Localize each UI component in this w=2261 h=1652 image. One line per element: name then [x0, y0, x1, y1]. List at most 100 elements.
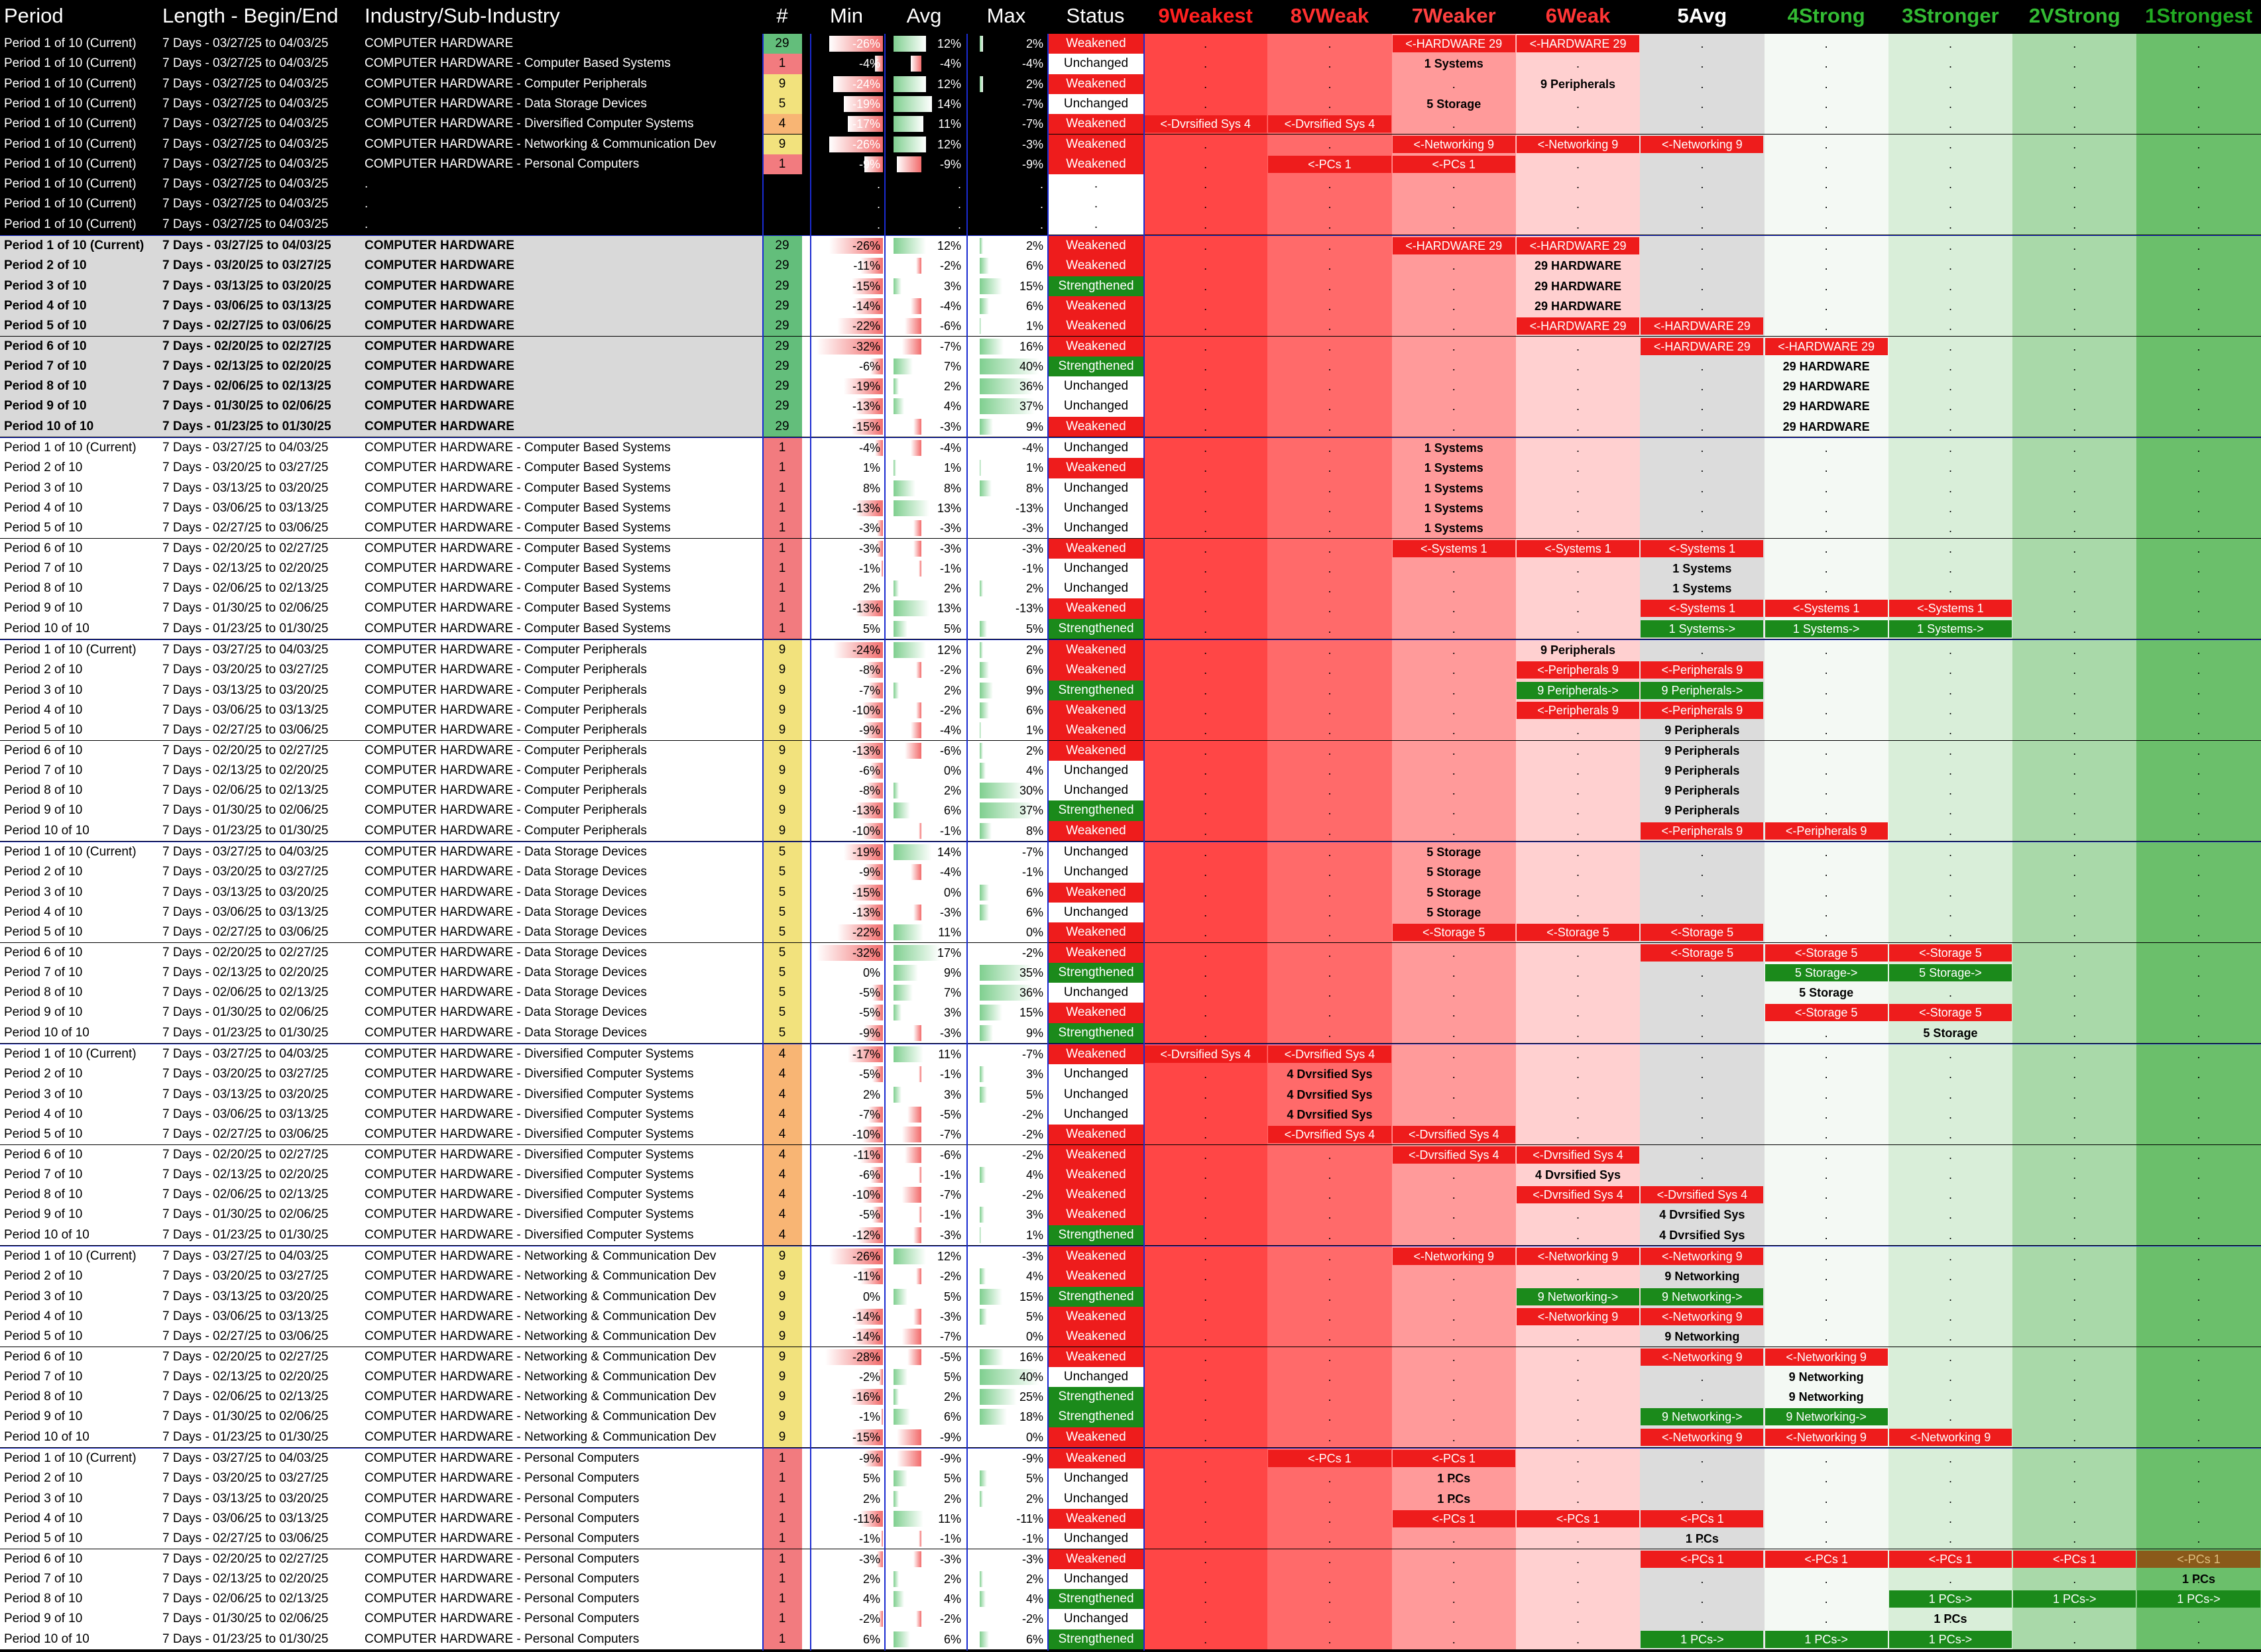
industry-cell[interactable]: . — [365, 177, 369, 192]
industry-cell[interactable]: COMPUTER HARDWARE - Personal Computers — [365, 1471, 640, 1486]
header-rank-3[interactable]: 3Stronger — [1902, 4, 1999, 27]
industry-cell[interactable]: COMPUTER HARDWARE - Computer Peripherals — [365, 743, 647, 757]
industry-cell[interactable]: COMPUTER HARDWARE - Data Storage Devices — [365, 905, 647, 919]
header-rank-4[interactable]: 4Strong — [1787, 4, 1865, 27]
industry-cell[interactable]: COMPUTER HARDWARE - Computer Based Syste… — [365, 621, 671, 635]
industry-cell[interactable]: COMPUTER HARDWARE - Computer Peripherals — [365, 683, 647, 697]
header-min[interactable]: Min — [830, 4, 863, 27]
table-row[interactable]: .........Period 9 of 107 Days - 01/30/25… — [0, 1003, 2261, 1023]
industry-cell[interactable]: COMPUTER HARDWARE - Data Storage Devices — [365, 885, 647, 899]
industry-cell[interactable]: COMPUTER HARDWARE - Data Storage Devices — [365, 945, 647, 960]
table-row[interactable]: .........Period 1 of 10 (Current)7 Days … — [0, 1449, 2261, 1469]
table-row[interactable]: .........Period 1 of 10 (Current)7 Days … — [0, 74, 2261, 94]
industry-cell[interactable]: COMPUTER HARDWARE - Data Storage Devices — [365, 865, 647, 879]
industry-cell[interactable]: COMPUTER HARDWARE - Personal Computers — [365, 1612, 640, 1626]
industry-cell[interactable]: COMPUTER HARDWARE - Computer Peripherals — [365, 763, 647, 777]
header-avg[interactable]: Avg — [906, 4, 942, 27]
industry-cell[interactable]: COMPUTER HARDWARE - Data Storage Devices — [365, 1005, 647, 1020]
industry-cell[interactable]: COMPUTER HARDWARE - Computer Peripherals — [365, 823, 647, 838]
industry-cell[interactable]: COMPUTER HARDWARE — [365, 278, 514, 293]
industry-cell[interactable]: COMPUTER HARDWARE - Personal Computers — [365, 1631, 640, 1646]
table-row[interactable]: .........Period 10 of 107 Days - 01/23/2… — [0, 1427, 2261, 1447]
header-industry[interactable]: Industry/Sub-Industry — [365, 4, 560, 27]
table-row[interactable]: .........Period 1 of 10 (Current)7 Days … — [0, 54, 2261, 74]
table-row[interactable]: .........Period 4 of 107 Days - 03/06/25… — [0, 1306, 2261, 1327]
header-rank-1[interactable]: 1Strongest — [2145, 4, 2252, 27]
table-row[interactable]: .........Period 2 of 107 Days - 03/20/25… — [0, 660, 2261, 681]
industry-cell[interactable]: COMPUTER HARDWARE — [365, 358, 514, 373]
industry-cell[interactable]: COMPUTER HARDWARE - Diversified Computer… — [365, 1107, 694, 1121]
industry-cell[interactable]: COMPUTER HARDWARE — [365, 298, 514, 313]
industry-cell[interactable]: COMPUTER HARDWARE - Diversified Computer… — [365, 117, 694, 131]
industry-cell[interactable]: COMPUTER HARDWARE - Computer Peripherals — [365, 803, 647, 818]
table-row[interactable]: .........Period 1 of 10 (Current)7 Days … — [0, 640, 2261, 661]
industry-cell[interactable]: COMPUTER HARDWARE - Computer Based Syste… — [365, 521, 671, 535]
table-row[interactable]: .........Period 1 of 10 (Current)7 Days … — [0, 154, 2261, 175]
table-row[interactable]: .........Period 1 of 10 (Current)7 Days … — [0, 174, 2261, 195]
table-row[interactable]: .........Period 3 of 107 Days - 03/13/25… — [0, 680, 2261, 700]
industry-cell[interactable]: COMPUTER HARDWARE - Personal Computers — [365, 1451, 640, 1465]
industry-cell[interactable]: COMPUTER HARDWARE - Personal Computers — [365, 1571, 640, 1586]
industry-cell[interactable]: COMPUTER HARDWARE - Computer Based Syste… — [365, 601, 671, 616]
table-row[interactable]: .........Period 7 of 107 Days - 02/13/25… — [0, 962, 2261, 983]
industry-cell[interactable]: COMPUTER HARDWARE - Diversified Computer… — [365, 1127, 694, 1142]
industry-cell[interactable]: COMPUTER HARDWARE - Computer Peripherals — [365, 643, 647, 657]
industry-cell[interactable]: COMPUTER HARDWARE - Data Storage Devices — [365, 925, 647, 940]
industry-cell[interactable]: COMPUTER HARDWARE - Diversified Computer… — [365, 1187, 694, 1202]
header-status[interactable]: Status — [1066, 4, 1125, 27]
table-row[interactable]: .........Period 1 of 10 (Current)7 Days … — [0, 114, 2261, 135]
industry-cell[interactable]: COMPUTER HARDWARE — [365, 399, 514, 413]
industry-cell[interactable]: COMPUTER HARDWARE - Computer Peripherals — [365, 783, 647, 798]
industry-cell[interactable]: COMPUTER HARDWARE - Networking & Communi… — [365, 1349, 717, 1364]
table-row[interactable]: .........Period 6 of 107 Days - 02/20/25… — [0, 1144, 2261, 1165]
industry-cell[interactable]: COMPUTER HARDWARE - Networking & Communi… — [365, 1429, 717, 1444]
industry-cell[interactable]: COMPUTER HARDWARE - Diversified Computer… — [365, 1047, 694, 1061]
industry-cell[interactable]: COMPUTER HARDWARE - Personal Computers — [365, 1511, 640, 1525]
industry-cell[interactable]: COMPUTER HARDWARE - Networking & Communi… — [365, 1329, 717, 1344]
header-max[interactable]: Max — [986, 4, 1026, 27]
table-row[interactable]: .........Period 1 of 10 (Current)7 Days … — [0, 1246, 2261, 1267]
table-row[interactable]: .........Period 1 of 10 (Current)7 Days … — [0, 134, 2261, 154]
header-rank-7[interactable]: 7Weaker — [1411, 4, 1496, 27]
industry-cell[interactable]: COMPUTER HARDWARE — [365, 239, 514, 252]
industry-cell[interactable]: COMPUTER HARDWARE - Networking & Communi… — [365, 1390, 717, 1404]
table-row[interactable]: .........Period 8 of 107 Days - 02/06/25… — [0, 1185, 2261, 1205]
table-row[interactable]: .........Period 3 of 107 Days - 03/13/25… — [0, 1286, 2261, 1307]
industry-cell[interactable]: COMPUTER HARDWARE - Personal Computers — [365, 1551, 640, 1566]
table-row[interactable]: .........Period 6 of 107 Days - 02/20/25… — [0, 1347, 2261, 1367]
header-count[interactable]: # — [776, 4, 788, 27]
table-row[interactable]: .........Period 6 of 107 Days - 02/20/25… — [0, 1549, 2261, 1569]
industry-cell[interactable]: COMPUTER HARDWARE - Networking & Communi… — [365, 1269, 717, 1284]
industry-cell[interactable]: COMPUTER HARDWARE - Data Storage Devices — [365, 965, 647, 979]
header-rank-8[interactable]: 8VWeak — [1290, 4, 1369, 27]
table-row[interactable]: .........Period 1 of 10 (Current)7 Days … — [0, 194, 2261, 215]
table-row[interactable]: .........Period 1 of 10 (Current)7 Days … — [0, 438, 2261, 459]
table-row[interactable]: .........Period 1 of 10 (Current)7 Days … — [0, 842, 2261, 863]
table-row[interactable]: .........Period 1 of 10 (Current)7 Days … — [0, 93, 2261, 115]
industry-cell[interactable]: COMPUTER HARDWARE - Networking & Communi… — [365, 1289, 717, 1303]
industry-cell[interactable]: COMPUTER HARDWARE - Networking & Communi… — [365, 137, 717, 151]
table-row[interactable]: .........Period 4 of 107 Days - 03/06/25… — [0, 700, 2261, 721]
